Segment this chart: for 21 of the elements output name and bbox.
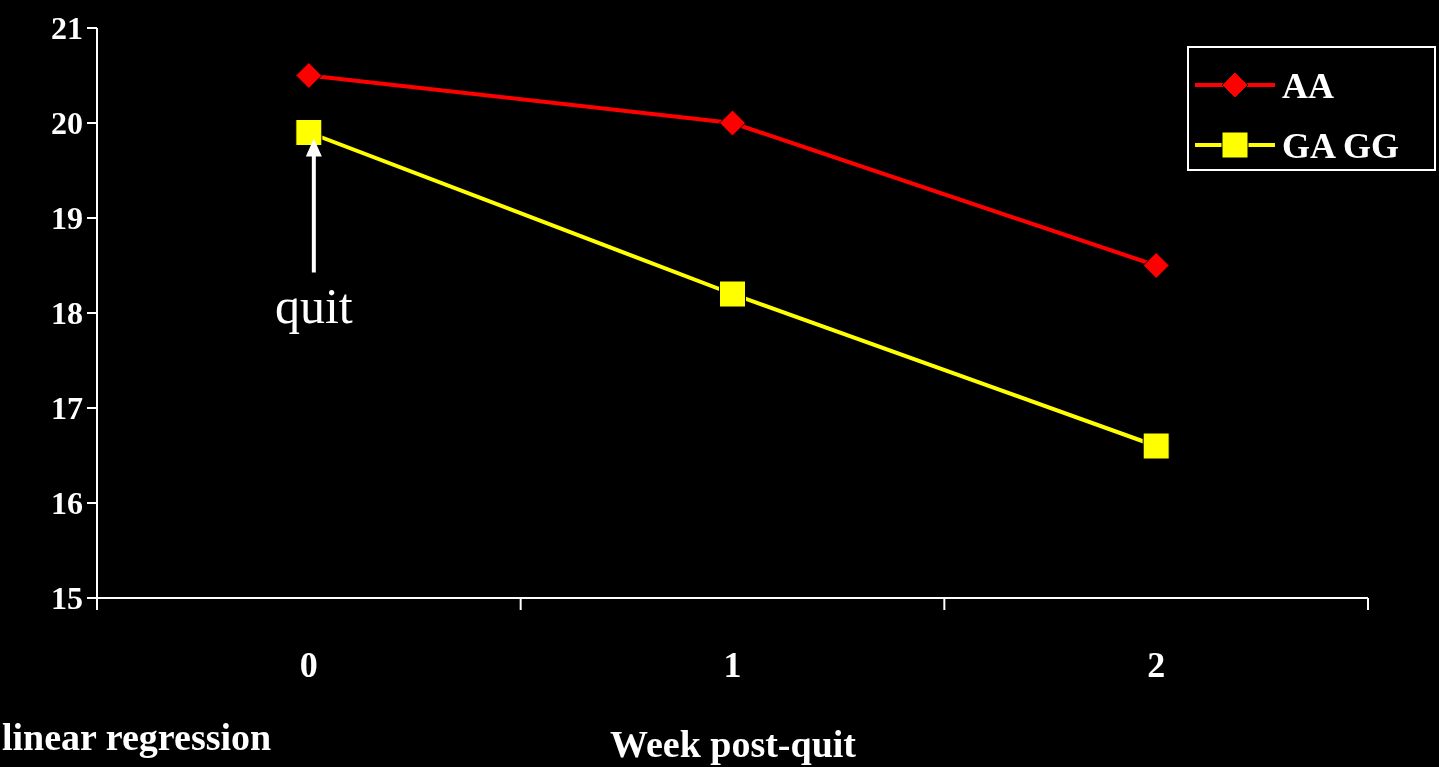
point: [1142, 432, 1170, 460]
x-tick-label: 2: [1147, 645, 1166, 685]
point: [295, 62, 323, 89]
point: [295, 119, 323, 146]
y-tick-label: 15: [51, 580, 83, 617]
point: [719, 280, 746, 308]
text: linear regression: [2, 716, 272, 758]
annotation: quit: [274, 277, 353, 334]
y-tick-label: 16: [51, 485, 83, 522]
y-tick-label: 20: [51, 105, 83, 142]
y-tick-label: 21: [51, 10, 83, 47]
legend-label: GA GG: [1282, 125, 1400, 166]
y-tick-label: 19: [51, 200, 83, 237]
x-axis-title: Week post-quit: [610, 723, 857, 765]
legend-label: AA: [1282, 65, 1334, 106]
x-tick-label: 0: [299, 645, 318, 685]
y-tick-label: 17: [51, 390, 83, 427]
x-tick-label: 1: [723, 645, 742, 685]
point: [1142, 252, 1170, 279]
y-tick-label: 18: [51, 295, 83, 332]
point: [719, 109, 746, 137]
